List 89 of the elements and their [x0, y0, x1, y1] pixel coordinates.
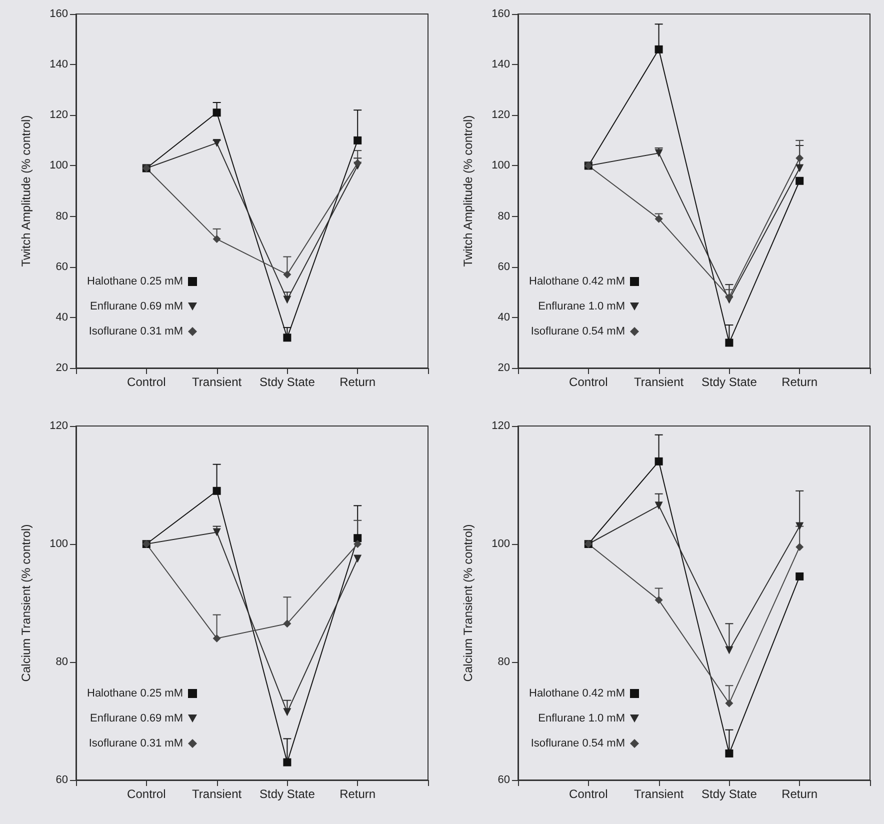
y-tick-label: 140 [50, 58, 68, 71]
legend-label: Enflurane 0.69 mM [90, 300, 183, 312]
y-tick-label: 60 [56, 260, 68, 273]
point [725, 749, 734, 758]
legend-label: Halothane 0.42 mM [529, 276, 625, 288]
legend-label: Halothane 0.25 mM [87, 688, 183, 700]
point [725, 293, 734, 302]
x-tick-label: Return [340, 375, 376, 389]
point [283, 708, 292, 716]
point [725, 646, 734, 654]
x-tick-label: Transient [634, 375, 684, 389]
y-axis-title: Calcium Transient (% control) [461, 524, 475, 682]
x-tick-label: Return [782, 375, 818, 389]
point [796, 522, 804, 530]
point [354, 136, 362, 144]
point [654, 149, 663, 158]
y-tick-label: 20 [56, 362, 68, 374]
legend-label: Enflurane 0.69 mM [90, 712, 183, 724]
legend-label: Enflurane 1.0 mM [538, 300, 625, 312]
legend-label: Enflurane 1.0 mM [538, 712, 625, 724]
y-tick-label: 100 [50, 160, 68, 172]
y-tick-label: 60 [56, 774, 68, 786]
point [212, 634, 221, 642]
y-tick-label: 160 [50, 8, 68, 20]
point [212, 108, 221, 117]
x-tick-label: Stdy State [260, 787, 316, 801]
x-tick-label: Transient [634, 787, 684, 801]
y-tick-label: 60 [498, 774, 510, 786]
y-tick-label: 20 [498, 362, 510, 374]
y-tick-label: 100 [492, 160, 510, 172]
legend-label: Halothane 0.42 mM [529, 688, 625, 700]
point [796, 572, 804, 580]
point [212, 138, 221, 147]
point [283, 334, 292, 342]
y-tick-label: 120 [50, 420, 68, 432]
y-axis-title: Calcium Transient (% control) [19, 524, 33, 682]
y-tick-label: 40 [498, 311, 510, 324]
y-axis-title: Twitch Amplitude (% control) [461, 115, 475, 267]
y-tick-label: 80 [498, 210, 510, 222]
y-tick-label: 80 [56, 210, 68, 222]
legend-label: Isoflurane 0.31 mM [88, 738, 183, 750]
x-tick-label: Control [569, 375, 608, 389]
point [212, 528, 221, 536]
point [654, 214, 663, 223]
legend-label: Isoflurane 0.54 mM [530, 326, 625, 338]
point [212, 235, 221, 244]
point [654, 457, 663, 466]
x-tick-label: Control [127, 787, 166, 801]
point [212, 486, 221, 495]
y-tick-label: 120 [492, 420, 510, 432]
point [796, 154, 804, 162]
y-tick-label: 120 [50, 109, 68, 122]
point [283, 620, 292, 628]
x-tick-label: Control [127, 375, 166, 389]
point [796, 164, 804, 172]
point [796, 176, 804, 185]
y-tick-label: 100 [50, 538, 68, 550]
point [354, 534, 362, 542]
y-tick-label: 120 [492, 109, 510, 122]
y-tick-label: 80 [498, 656, 510, 668]
point [283, 296, 292, 304]
point [354, 554, 362, 563]
point [654, 502, 663, 510]
legend-label: Isoflurane 0.31 mM [88, 326, 183, 338]
point [654, 596, 663, 604]
y-tick-label: 80 [56, 656, 68, 668]
x-tick-label: Stdy State [702, 375, 758, 389]
x-tick-label: Stdy State [260, 375, 316, 389]
x-tick-label: Transient [192, 787, 242, 801]
point [725, 338, 734, 347]
legend-label: Isoflurane 0.54 mM [530, 738, 625, 750]
point [283, 270, 292, 278]
point [796, 542, 804, 551]
x-tick-label: Return [340, 787, 376, 801]
y-tick-label: 160 [492, 8, 510, 20]
point [283, 758, 292, 766]
y-tick-label: 100 [492, 538, 510, 550]
x-tick-label: Control [569, 787, 608, 801]
point [654, 45, 663, 54]
y-tick-label: 60 [498, 260, 510, 273]
x-tick-label: Return [782, 787, 818, 801]
x-tick-label: Transient [192, 375, 242, 389]
point [725, 699, 734, 708]
x-tick-label: Stdy State [702, 787, 758, 801]
y-tick-label: 140 [492, 58, 510, 71]
legend-label: Halothane 0.25 mM [87, 276, 183, 288]
y-tick-label: 40 [56, 311, 68, 324]
point [354, 540, 362, 548]
y-axis-title: Twitch Amplitude (% control) [19, 115, 33, 267]
